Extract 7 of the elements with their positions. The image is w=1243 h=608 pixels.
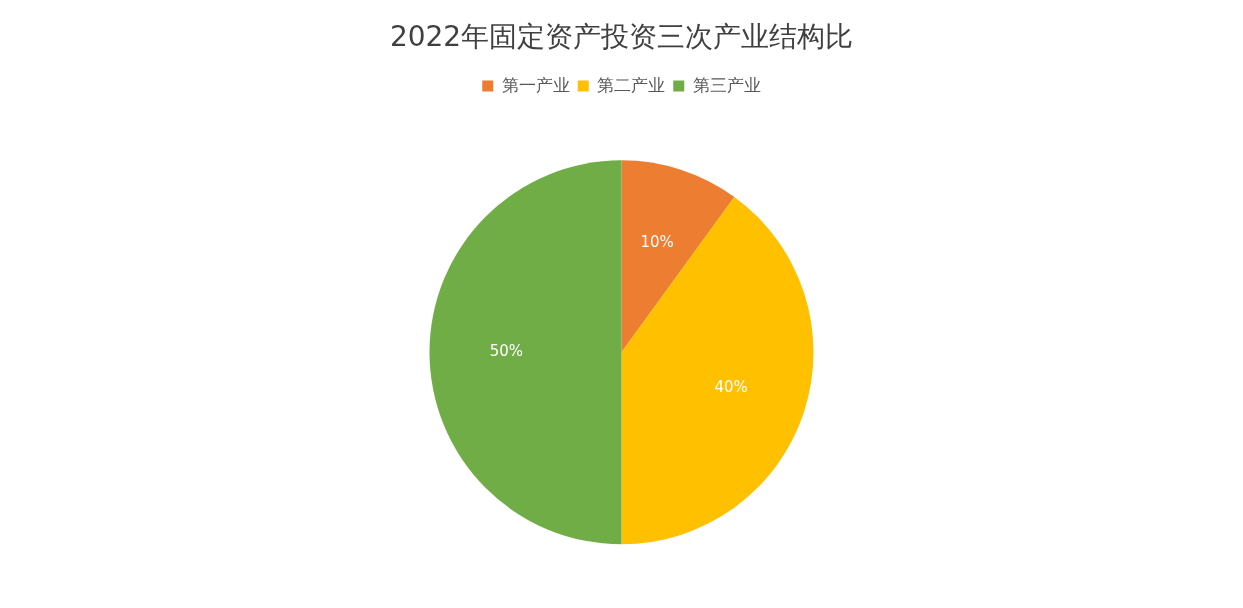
data-label: 10% [640,232,674,251]
chart-title: 2022年固定资产投资三次产业结构比 [389,20,854,54]
data-label: 50% [489,342,523,361]
legend-label: 第三产业 [692,74,761,95]
legend-label: 第一产业 [501,74,570,95]
legend-label: 第二产业 [597,74,666,95]
data-label: 40% [714,377,748,396]
